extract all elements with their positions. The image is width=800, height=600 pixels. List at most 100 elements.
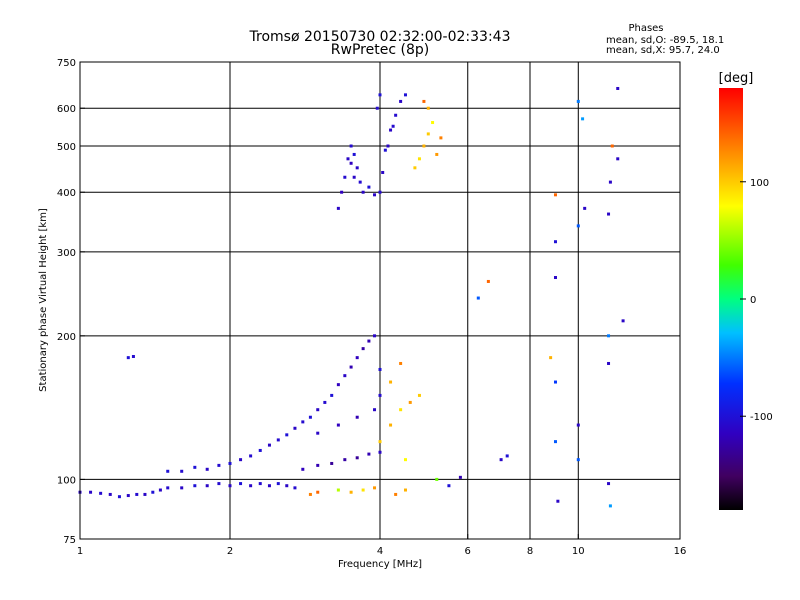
data-point — [355, 166, 359, 170]
phases-o-line: mean, sd,O: -89.5, 18.1 — [606, 35, 724, 46]
data-point — [117, 495, 121, 499]
data-point — [386, 144, 390, 148]
data-point — [355, 456, 359, 460]
colorbar-ticks: 100 0 -100 — [740, 178, 773, 423]
y-axis-label: Stationary phase Virtual Height [km] — [38, 208, 49, 392]
data-point — [556, 499, 560, 503]
data-point — [361, 190, 365, 194]
data-point — [403, 488, 407, 492]
data-point — [89, 490, 93, 494]
data-point — [108, 492, 112, 496]
data-point — [158, 488, 162, 492]
data-point — [361, 488, 365, 492]
data-point — [422, 99, 426, 103]
y-tick-label: 75 — [63, 535, 76, 546]
data-point — [431, 121, 435, 125]
data-point — [553, 380, 557, 384]
data-point — [505, 454, 509, 458]
data-point — [367, 452, 371, 456]
data-point — [435, 152, 439, 156]
colorbar-tick-label: 0 — [750, 295, 756, 306]
data-point — [378, 93, 382, 97]
data-point — [249, 454, 253, 458]
data-point — [389, 423, 393, 427]
data-point — [607, 212, 611, 216]
data-point — [391, 124, 395, 128]
phases-heading: Phases — [628, 23, 663, 34]
chart-title: Tromsø 20150730 02:32:00-02:33:43 — [249, 29, 511, 45]
data-point — [301, 420, 305, 424]
data-point — [378, 367, 382, 371]
data-point — [343, 175, 347, 179]
data-point — [193, 484, 197, 488]
data-point — [166, 469, 170, 473]
x-tick-label: 2 — [227, 546, 233, 557]
data-point — [403, 458, 407, 462]
data-point — [228, 461, 232, 465]
data-point — [193, 465, 197, 469]
data-point — [330, 393, 334, 397]
data-point — [151, 490, 155, 494]
data-point — [217, 482, 221, 486]
data-point — [394, 113, 398, 117]
data-point — [336, 423, 340, 427]
data-point — [378, 393, 382, 397]
data-point — [361, 347, 365, 351]
data-point — [607, 334, 611, 338]
data-point — [355, 356, 359, 360]
data-point — [126, 494, 130, 498]
data-point — [343, 374, 347, 378]
data-point — [373, 334, 377, 338]
data-point — [301, 467, 305, 471]
data-point — [486, 279, 490, 283]
data-point — [581, 117, 585, 121]
data-point — [239, 458, 243, 462]
data-point — [258, 448, 262, 452]
data-point — [180, 486, 184, 490]
data-point — [316, 408, 320, 412]
data-point — [258, 482, 262, 486]
data-point — [583, 206, 587, 210]
data-point — [422, 144, 426, 148]
phases-x-line: mean, sd,X: 95.7, 24.0 — [606, 45, 720, 56]
y-tick-label: 100 — [57, 475, 76, 486]
data-point — [576, 458, 580, 462]
data-point — [399, 361, 403, 365]
data-point — [217, 463, 221, 467]
x-tick-label: 6 — [465, 546, 471, 557]
data-point — [267, 443, 271, 447]
data-point — [399, 99, 403, 103]
data-point — [399, 408, 403, 412]
x-tick-label: 8 — [527, 546, 533, 557]
data-point — [549, 356, 553, 360]
data-point — [340, 190, 344, 194]
y-tick-label: 200 — [57, 332, 76, 343]
data-point — [228, 484, 232, 488]
data-point — [99, 491, 103, 495]
x-axis-label: Frequency [MHz] — [338, 559, 422, 570]
data-point — [267, 484, 271, 488]
data-point — [378, 440, 382, 444]
data-point — [576, 224, 580, 228]
data-point — [610, 144, 614, 148]
y-tick-label: 600 — [57, 104, 76, 115]
data-point — [607, 361, 611, 365]
y-tick-label: 500 — [57, 142, 76, 153]
data-point — [458, 475, 462, 479]
y-axis-ticks: 75 100 200 300 400 500 600 750 — [57, 58, 85, 546]
data-point — [349, 144, 353, 148]
data-point — [616, 157, 620, 161]
data-point — [355, 415, 359, 419]
data-point — [135, 492, 139, 496]
x-axis-ticks: 1 2 4 6 8 10 16 — [77, 534, 686, 557]
data-point — [180, 469, 184, 473]
y-tick-label: 300 — [57, 248, 76, 259]
data-point — [417, 157, 421, 161]
data-point — [499, 458, 503, 462]
data-point — [308, 415, 312, 419]
data-point — [576, 99, 580, 103]
data-point — [285, 484, 289, 488]
data-point — [349, 365, 353, 369]
data-point — [553, 240, 557, 244]
